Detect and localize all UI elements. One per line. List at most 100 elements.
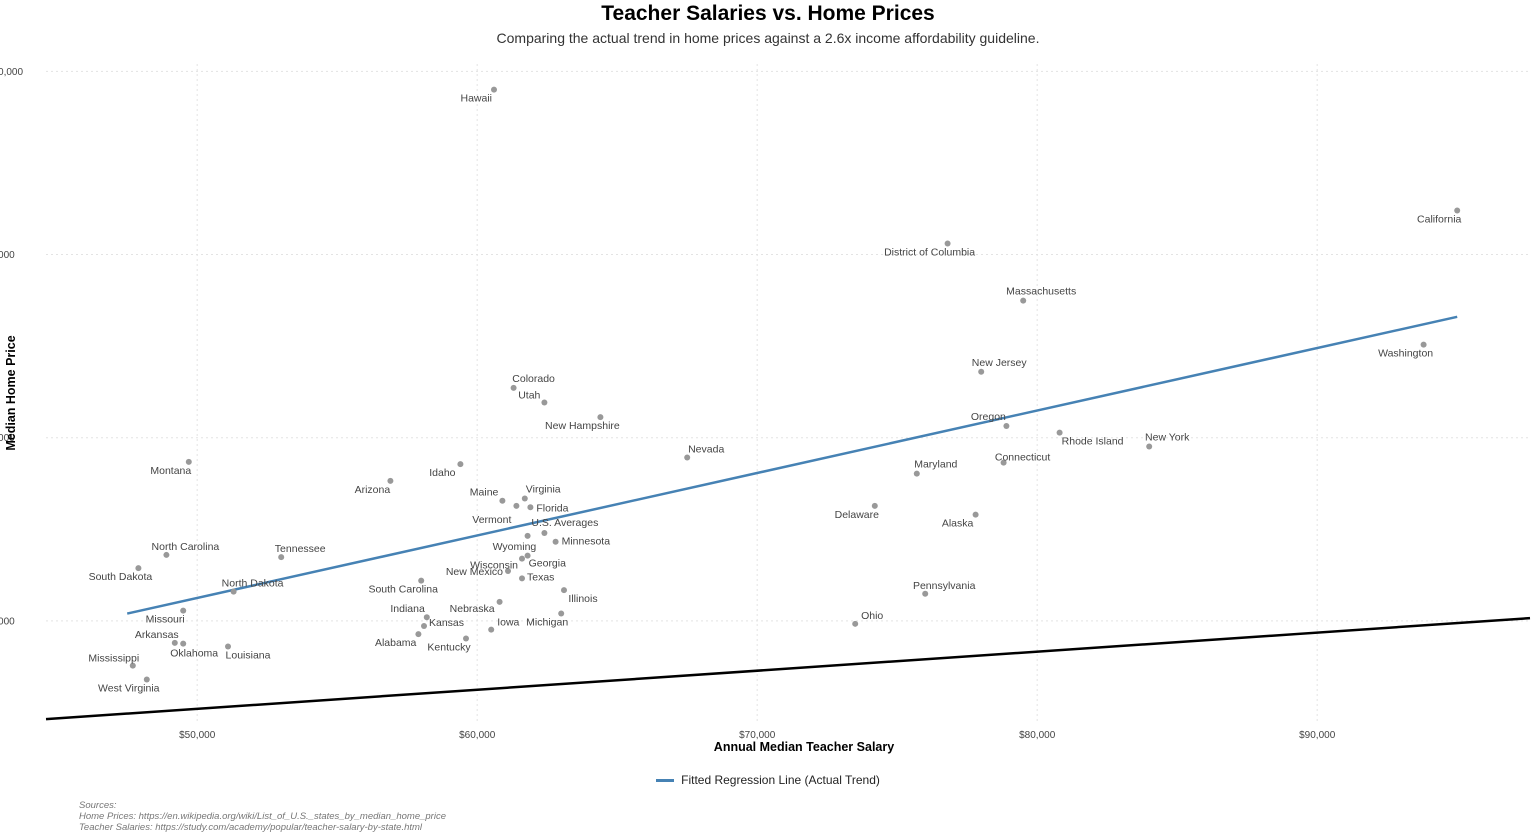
x-tick-label: $60,000 <box>459 730 496 741</box>
point-label: Mississippi <box>88 653 139 665</box>
y-tick-label: $500,000 <box>0 433 15 444</box>
legend-label: Fitted Regression Line (Actual Trend) <box>681 773 880 787</box>
point-label: Missouri <box>146 614 185 626</box>
grid-lines <box>46 64 1530 722</box>
point-label: South Carolina <box>368 584 438 596</box>
point-label: Virginia <box>526 484 561 496</box>
data-point <box>421 623 427 630</box>
point-label: Florida <box>536 502 568 514</box>
data-point <box>561 587 567 594</box>
point-label: New Mexico <box>446 566 503 578</box>
data-point <box>944 240 951 247</box>
point-label: Montana <box>150 465 191 477</box>
data-point <box>913 470 920 477</box>
y-axis-label: Median Home Price <box>4 335 18 450</box>
x-tick-label: $90,000 <box>1299 730 1336 741</box>
point-label: Indiana <box>390 603 425 615</box>
point-label: New York <box>1145 431 1190 443</box>
series-lines <box>45 315 1531 721</box>
point-label: Pennsylvania <box>913 580 976 592</box>
data-point <box>418 577 425 584</box>
data-point <box>1420 341 1427 348</box>
point-label: Colorado <box>512 373 555 385</box>
point-label: Oregon <box>971 411 1006 423</box>
x-axis-label: Annual Median Teacher Salary <box>714 740 894 754</box>
sources-note: Sources: Home Prices: https://en.wikiped… <box>79 800 446 833</box>
point-label: Alabama <box>375 637 417 649</box>
data-point <box>1003 422 1010 429</box>
sources-heading: Sources: <box>79 800 117 811</box>
data-point <box>457 461 464 468</box>
y-tick-label: $250,000 <box>0 616 15 627</box>
data-point <box>541 399 548 406</box>
point-label: District of Columbia <box>884 247 975 259</box>
data-point <box>558 610 565 617</box>
point-label: U.S. Averages <box>531 517 598 529</box>
data-point <box>597 414 604 421</box>
data-point <box>871 502 878 509</box>
point-label: Wisconsin <box>470 560 518 572</box>
data-point <box>415 631 422 638</box>
data-point <box>521 495 528 502</box>
point-label: Rhode Island <box>1062 436 1124 448</box>
data-point <box>1146 443 1153 450</box>
data-point <box>978 368 985 375</box>
point-label: Illinois <box>568 593 597 605</box>
affordability-line <box>45 616 1531 721</box>
sources-teacher-salaries: Teacher Salaries: https://study.com/acad… <box>79 822 423 833</box>
data-point <box>496 598 503 605</box>
sources-home-prices: Home Prices: https://en.wikipedia.org/wi… <box>79 811 446 822</box>
data-point <box>488 626 495 633</box>
point-label: Hawaii <box>460 93 492 105</box>
point-label: Georgia <box>529 558 567 570</box>
point-label: Washington <box>1378 348 1433 360</box>
data-point <box>541 529 548 536</box>
data-point <box>1056 429 1063 436</box>
point-label: North Carolina <box>152 541 220 553</box>
data-point <box>129 662 136 669</box>
point-label: Massachusetts <box>1006 286 1076 298</box>
scatter-plot: $50,000 $60,000 $70,000 $80,000 $90,000 $250… <box>0 64 1531 754</box>
point-label: Delaware <box>835 509 880 521</box>
x-tick-label: $70,000 <box>739 730 776 741</box>
point-label: Tennessee <box>275 543 326 555</box>
point-label: Minnesota <box>562 536 611 548</box>
point-label: Maine <box>470 487 499 499</box>
x-tick-label: $80,000 <box>1019 730 1056 741</box>
point-label: Michigan <box>526 617 568 629</box>
point-label: Arizona <box>355 484 391 496</box>
y-tick-label: $750,000 <box>0 250 15 261</box>
point-label: New Hampshire <box>545 420 620 432</box>
point-label: Alaska <box>942 518 974 530</box>
point-label: West Virginia <box>98 683 160 695</box>
x-tick-label: $50,000 <box>179 730 216 741</box>
point-label: North Dakota <box>222 578 284 590</box>
point-label: Kentucky <box>427 641 471 653</box>
data-point <box>230 588 237 595</box>
data-point <box>852 620 859 627</box>
data-point <box>135 565 142 572</box>
data-point <box>505 568 511 575</box>
data-point <box>278 554 285 561</box>
legend: Fitted Regression Line (Actual Trend) <box>0 773 1536 787</box>
data-point <box>1020 297 1027 304</box>
point-label: Nevada <box>688 443 724 455</box>
chart-subtitle: Comparing the actual trend in home price… <box>496 30 1040 46</box>
data-point <box>491 86 497 93</box>
data-point <box>180 607 187 614</box>
point-label: South Dakota <box>89 571 153 583</box>
point-labels: Hawaii California District of Columbia Mass… <box>88 93 1461 695</box>
point-label: New Jersey <box>972 357 1028 369</box>
data-point <box>922 590 929 597</box>
point-label: California <box>1417 214 1462 226</box>
point-label: Arkansas <box>135 629 179 641</box>
point-label: Ohio <box>861 610 883 622</box>
point-label: Texas <box>527 571 554 583</box>
chart-title: Teacher Salaries vs. Home Prices <box>601 2 935 25</box>
data-points <box>129 86 1461 683</box>
data-point <box>185 458 192 465</box>
data-point <box>519 555 525 562</box>
point-label: Iowa <box>497 617 519 629</box>
y-axis-ticks: $250,000 $500,000 $750,000 $1,000,000 <box>0 67 23 628</box>
data-point <box>499 497 506 504</box>
